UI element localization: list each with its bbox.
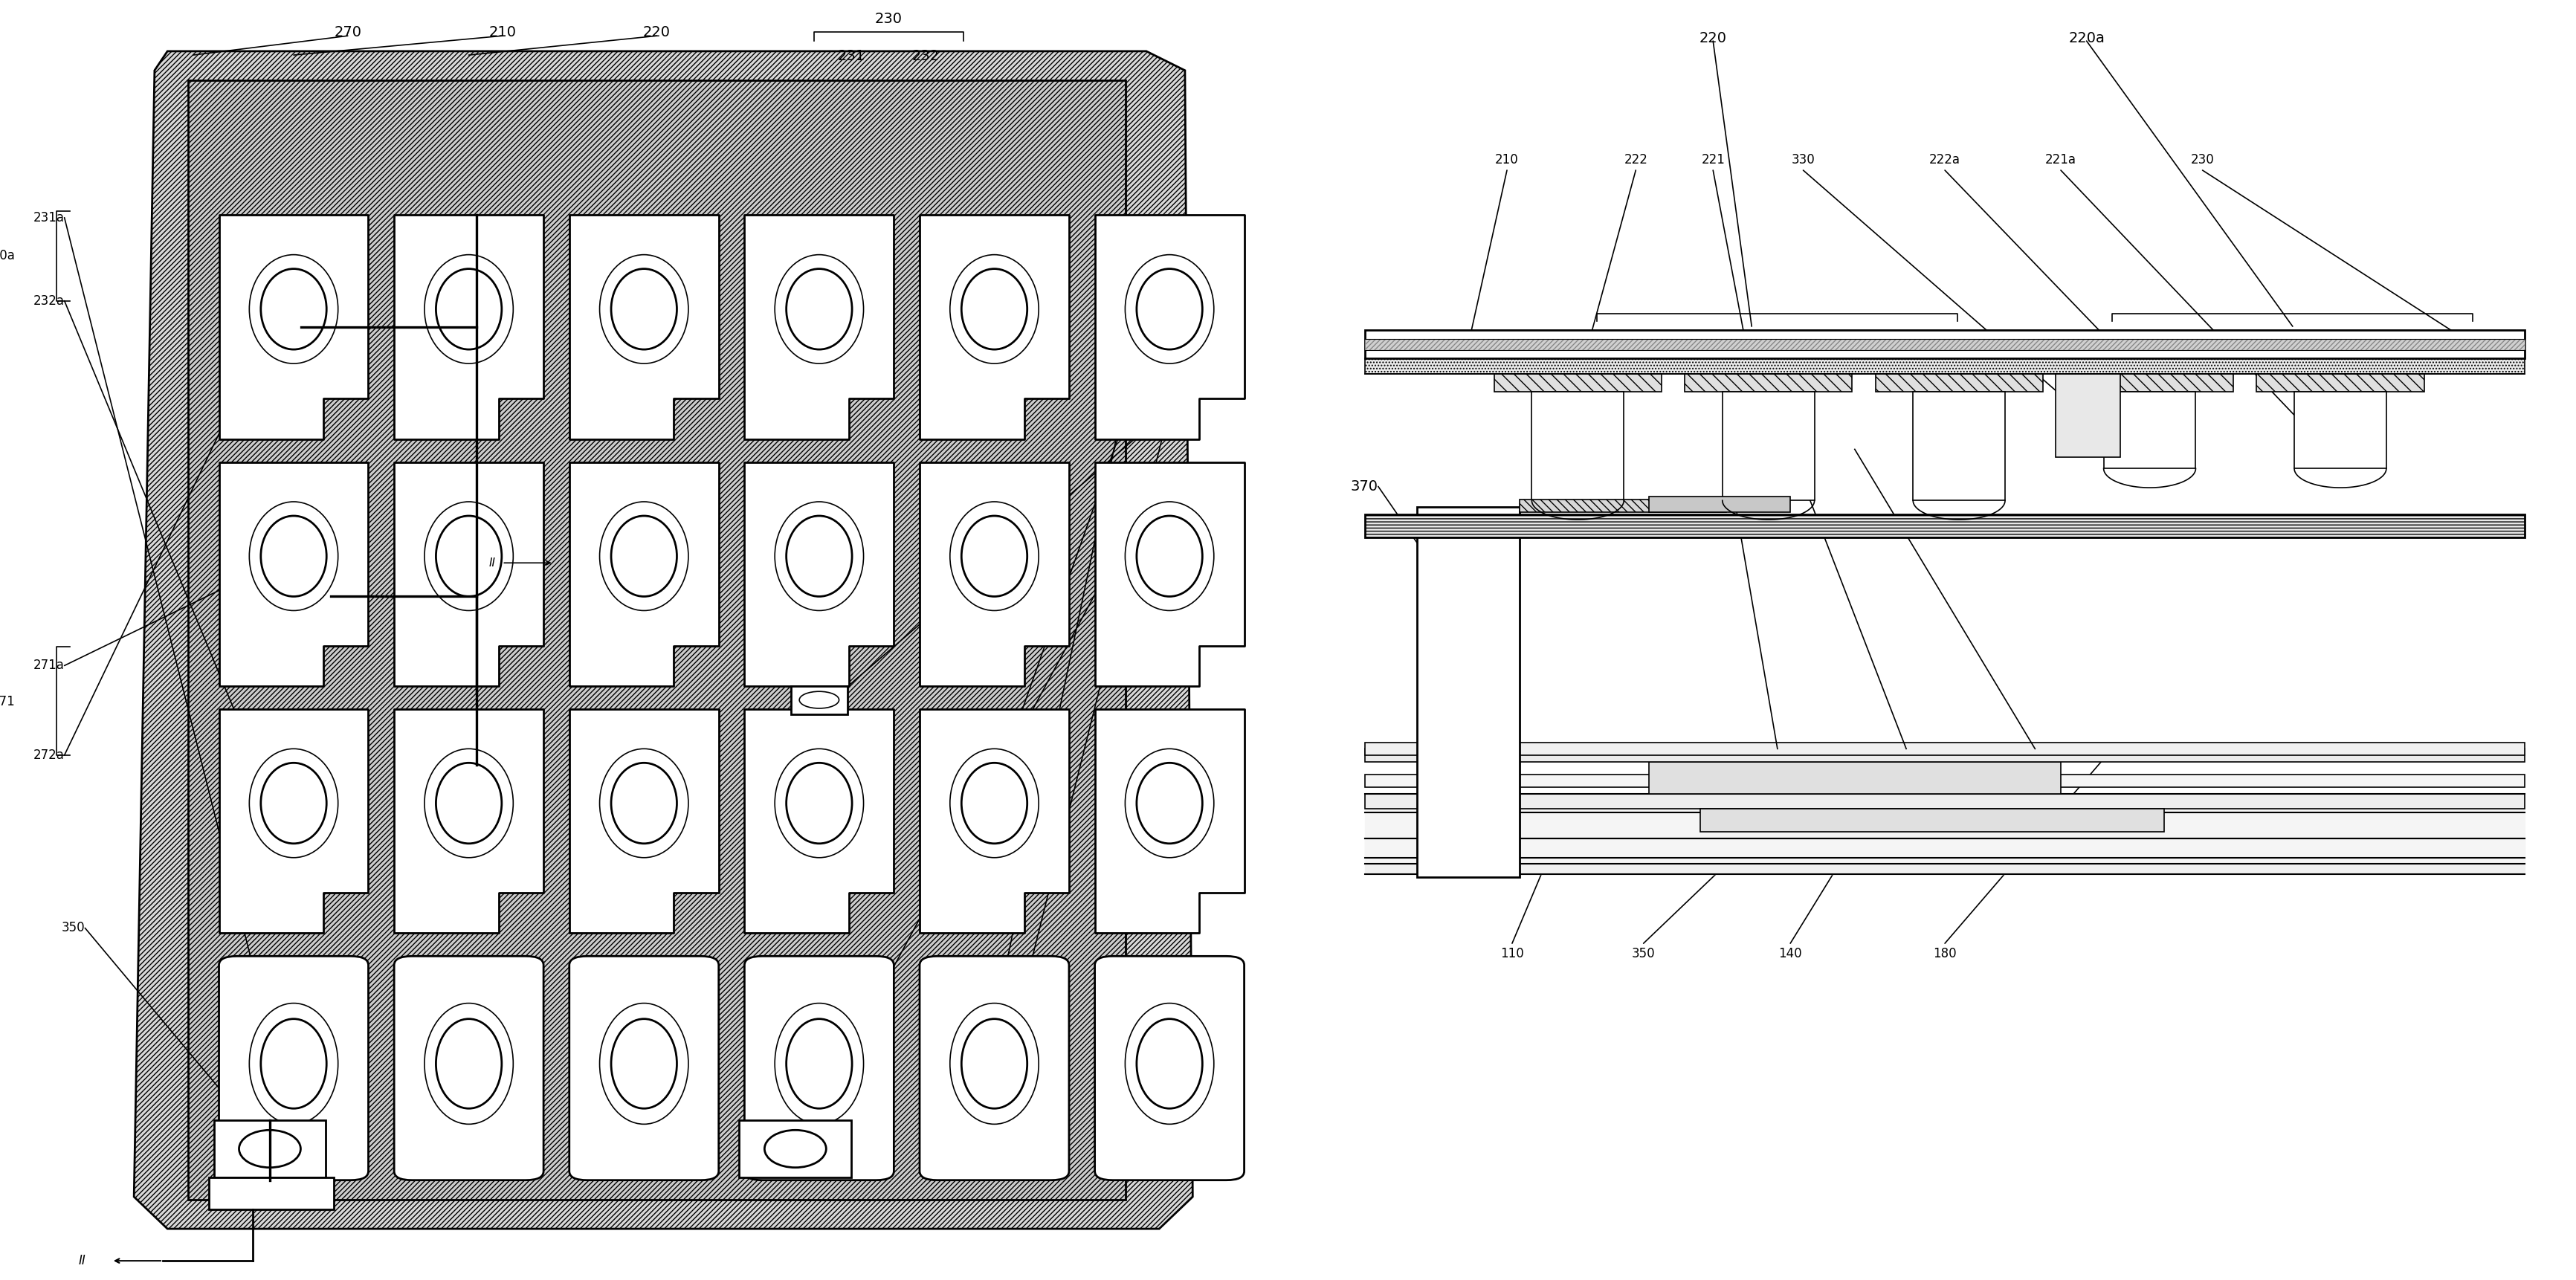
Bar — [1700, 809, 2164, 832]
Text: 272a: 272a — [33, 749, 64, 762]
Polygon shape — [219, 709, 368, 933]
Bar — [1649, 762, 2061, 794]
Bar — [1533, 392, 1623, 500]
Text: 222: 222 — [1623, 154, 1649, 166]
Text: 270: 270 — [335, 24, 361, 40]
Bar — [188, 81, 1126, 1199]
FancyBboxPatch shape — [744, 956, 894, 1180]
Text: 210: 210 — [1494, 154, 1520, 166]
Text: 230: 230 — [2190, 154, 2215, 166]
Bar — [1365, 749, 2524, 762]
Polygon shape — [744, 709, 894, 933]
Bar — [2257, 374, 2424, 392]
Text: 370: 370 — [1350, 479, 1378, 494]
Text: 272: 272 — [1146, 493, 1170, 506]
FancyBboxPatch shape — [920, 956, 1069, 1180]
Text: 231: 231 — [837, 49, 866, 64]
Bar — [2295, 392, 2385, 468]
Polygon shape — [920, 709, 1069, 933]
FancyBboxPatch shape — [219, 956, 368, 1180]
Polygon shape — [920, 462, 1069, 686]
Text: 220: 220 — [644, 24, 670, 40]
Text: 350: 350 — [1631, 947, 1656, 960]
Polygon shape — [219, 462, 368, 686]
Text: II: II — [489, 557, 495, 568]
Polygon shape — [134, 51, 1193, 1229]
Bar — [1365, 774, 2524, 787]
Text: 220a: 220a — [1190, 320, 1221, 333]
Text: 232a: 232a — [33, 294, 64, 307]
Text: 221a: 221a — [2045, 154, 2076, 166]
Bar — [1494, 374, 1662, 392]
Bar — [1520, 499, 1726, 512]
Polygon shape — [569, 709, 719, 933]
Polygon shape — [569, 215, 719, 439]
Text: 231a: 231a — [33, 211, 64, 224]
Polygon shape — [569, 462, 719, 686]
Polygon shape — [920, 215, 1069, 439]
Text: 230a: 230a — [0, 250, 15, 262]
Text: 221a: 221a — [1146, 288, 1177, 301]
Text: 222a: 222a — [1929, 154, 1960, 166]
Text: 330: 330 — [1790, 154, 1816, 166]
Bar — [1365, 742, 2524, 755]
Bar — [2056, 374, 2120, 457]
Bar — [214, 1120, 325, 1178]
Text: 140: 140 — [1777, 947, 1803, 960]
Polygon shape — [1095, 215, 1244, 439]
Bar — [739, 1120, 850, 1178]
Text: 110: 110 — [1499, 947, 1525, 960]
Text: 220: 220 — [1700, 31, 1726, 46]
Bar — [1649, 497, 1790, 512]
Text: 230: 230 — [876, 12, 902, 27]
Bar — [791, 686, 848, 714]
Bar — [1685, 374, 1852, 392]
Text: 220a: 220a — [2069, 31, 2105, 46]
Bar — [1365, 358, 2524, 374]
Text: 330: 330 — [1146, 422, 1170, 435]
Text: 271: 271 — [0, 695, 15, 708]
Polygon shape — [394, 709, 544, 933]
FancyBboxPatch shape — [1095, 956, 1244, 1180]
Polygon shape — [744, 215, 894, 439]
Text: 232: 232 — [912, 49, 940, 64]
Bar — [2105, 392, 2195, 468]
Bar — [1417, 507, 1520, 877]
Text: II: II — [77, 1254, 85, 1267]
Bar — [1723, 392, 1814, 500]
Polygon shape — [394, 462, 544, 686]
Polygon shape — [219, 215, 368, 439]
Bar — [2066, 374, 2233, 392]
Text: 180: 180 — [1932, 947, 1958, 960]
Text: 222a: 222a — [1146, 352, 1177, 365]
Text: 210: 210 — [489, 24, 515, 40]
Text: 271a: 271a — [33, 659, 64, 672]
FancyBboxPatch shape — [394, 956, 544, 1180]
Polygon shape — [1095, 709, 1244, 933]
Text: 221: 221 — [1700, 154, 1726, 166]
Polygon shape — [394, 215, 544, 439]
Bar — [1365, 330, 2524, 358]
Bar — [1365, 515, 2524, 538]
Bar — [1365, 794, 2524, 809]
Polygon shape — [1095, 462, 1244, 686]
Bar — [1875, 374, 2043, 392]
Bar — [1914, 392, 2004, 500]
Bar — [209, 1178, 335, 1210]
Text: 350: 350 — [62, 922, 85, 934]
Polygon shape — [744, 462, 894, 686]
FancyBboxPatch shape — [569, 956, 719, 1180]
